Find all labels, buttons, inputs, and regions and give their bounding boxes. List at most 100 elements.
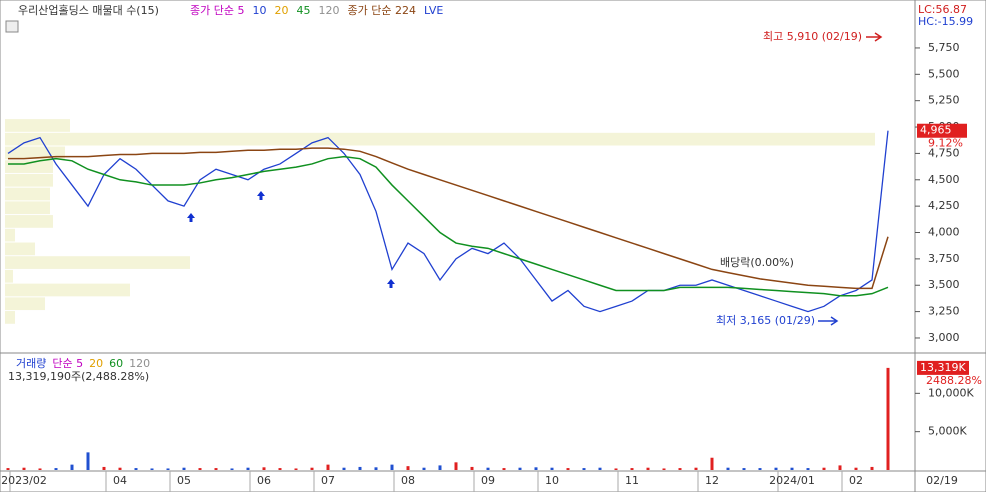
x-tick-label: 07 <box>321 474 335 487</box>
volume-bar <box>598 467 602 470</box>
volume-bar <box>870 466 874 470</box>
x-tick-label: 11 <box>625 474 639 487</box>
change-label: 9.12% <box>928 137 963 150</box>
volume-bar <box>54 468 58 470</box>
volume-bar <box>422 467 426 470</box>
volume-profile-bar <box>5 242 35 256</box>
y-tick-label: 4,750 <box>928 146 960 159</box>
volume-profile-bar <box>5 297 45 311</box>
price-box <box>917 123 967 138</box>
volume-bar <box>38 468 42 470</box>
volume-bar <box>294 468 298 470</box>
volume-profile-bar <box>5 269 13 283</box>
volume-bar <box>886 367 890 470</box>
x-tick-label: 2024/01 <box>769 474 815 487</box>
volume-tick-label: 5,000K <box>928 425 967 438</box>
y-tick-label: 5,250 <box>928 94 960 107</box>
x-tick-label: 06 <box>257 474 271 487</box>
volume-bar <box>326 464 330 470</box>
volume-bar <box>102 466 106 470</box>
signal-arrow <box>187 213 195 222</box>
volume-bar <box>86 452 90 470</box>
legend-item: 20 <box>274 4 288 17</box>
volume-bar <box>198 468 202 470</box>
volume-bar <box>150 468 154 470</box>
volume-bar <box>342 467 346 470</box>
volume-bar <box>310 467 314 470</box>
volume-bar <box>70 464 74 470</box>
volume-bar <box>246 467 250 470</box>
volume-bar <box>550 467 554 470</box>
volume-legend-item: 거래량 <box>16 357 46 370</box>
volume-profile-bar <box>5 311 15 324</box>
volume-bar <box>710 457 714 470</box>
volume-bar <box>822 467 826 470</box>
volume-box-label: 13,319K <box>920 361 966 374</box>
volume-bar <box>854 467 858 470</box>
signal-arrow <box>257 191 265 200</box>
volume-profile-bar <box>5 173 53 187</box>
volume-profile-bar <box>5 187 50 201</box>
volume-bar <box>726 467 730 470</box>
settings-icon[interactable] <box>5 20 19 33</box>
volume-legend-item: 60 <box>109 357 123 370</box>
volume-bar <box>214 468 218 470</box>
volume-legend-item: 단순 5 <box>52 357 83 370</box>
volume-bar <box>806 468 810 470</box>
volume-profile-bar <box>5 201 50 215</box>
y-tick-label: 3,500 <box>928 278 960 291</box>
volume-bar <box>358 466 362 470</box>
volume-bar <box>774 467 778 470</box>
x-tick-label: 2023/02 <box>1 474 47 487</box>
x-tick-label: 09 <box>481 474 495 487</box>
y-tick-label: 4,000 <box>928 226 960 239</box>
volume-bar <box>262 467 266 470</box>
volume-legend-item: 120 <box>129 357 150 370</box>
volume-change: 2488.28% <box>926 374 982 387</box>
volume-summary: 13,319,190주(2,488.28%) <box>8 370 149 383</box>
volume-profile-bar <box>5 146 65 160</box>
volume-bar <box>182 467 186 470</box>
volume-bar <box>838 465 842 470</box>
dividend-annotation: 배당락(0.00%) <box>720 256 794 269</box>
volume-bar <box>630 468 634 470</box>
volume-bar <box>582 468 586 470</box>
volume-bar <box>470 466 474 470</box>
x-tick-label: 10 <box>545 474 559 487</box>
low-arrow <box>818 316 839 326</box>
volume-bar <box>22 467 26 470</box>
volume-bar <box>534 467 538 470</box>
x-tick-label: 02 <box>849 474 863 487</box>
legend-item: 45 <box>296 4 310 17</box>
legend-item: 10 <box>252 4 266 17</box>
volume-bar <box>662 468 666 470</box>
volume-bar <box>278 468 282 470</box>
volume-profile-bar <box>5 283 130 297</box>
price-line <box>7 130 889 313</box>
y-tick-label: 4,250 <box>928 199 960 212</box>
y-tick-label: 5,750 <box>928 41 960 54</box>
volume-bar <box>166 468 170 470</box>
x-tick-label: 08 <box>401 474 415 487</box>
volume-legend-item: 20 <box>89 357 103 370</box>
volume-bar <box>694 467 698 470</box>
volume-bar <box>614 468 618 470</box>
signal-arrow <box>387 279 395 288</box>
volume-tick-label: 10,000K <box>928 386 974 399</box>
volume-bar <box>502 468 506 470</box>
volume-profile-bar <box>5 119 70 132</box>
volume-bar <box>406 466 410 470</box>
price-line <box>8 155 889 297</box>
volume-bar <box>486 467 490 470</box>
chart-title: 우리산업홀딩스 매물대 수(15) <box>18 4 159 17</box>
high-annotation: 최고 5,910 (02/19) <box>763 30 862 43</box>
x-end-label: 02/19 <box>926 474 958 487</box>
volume-profile-bar <box>5 160 53 173</box>
volume-bar <box>646 467 650 470</box>
y-tick-label: 3,750 <box>928 252 960 265</box>
volume-bar <box>758 468 762 470</box>
volume-bar <box>6 468 10 470</box>
y-tick-label: 4,500 <box>928 173 960 186</box>
